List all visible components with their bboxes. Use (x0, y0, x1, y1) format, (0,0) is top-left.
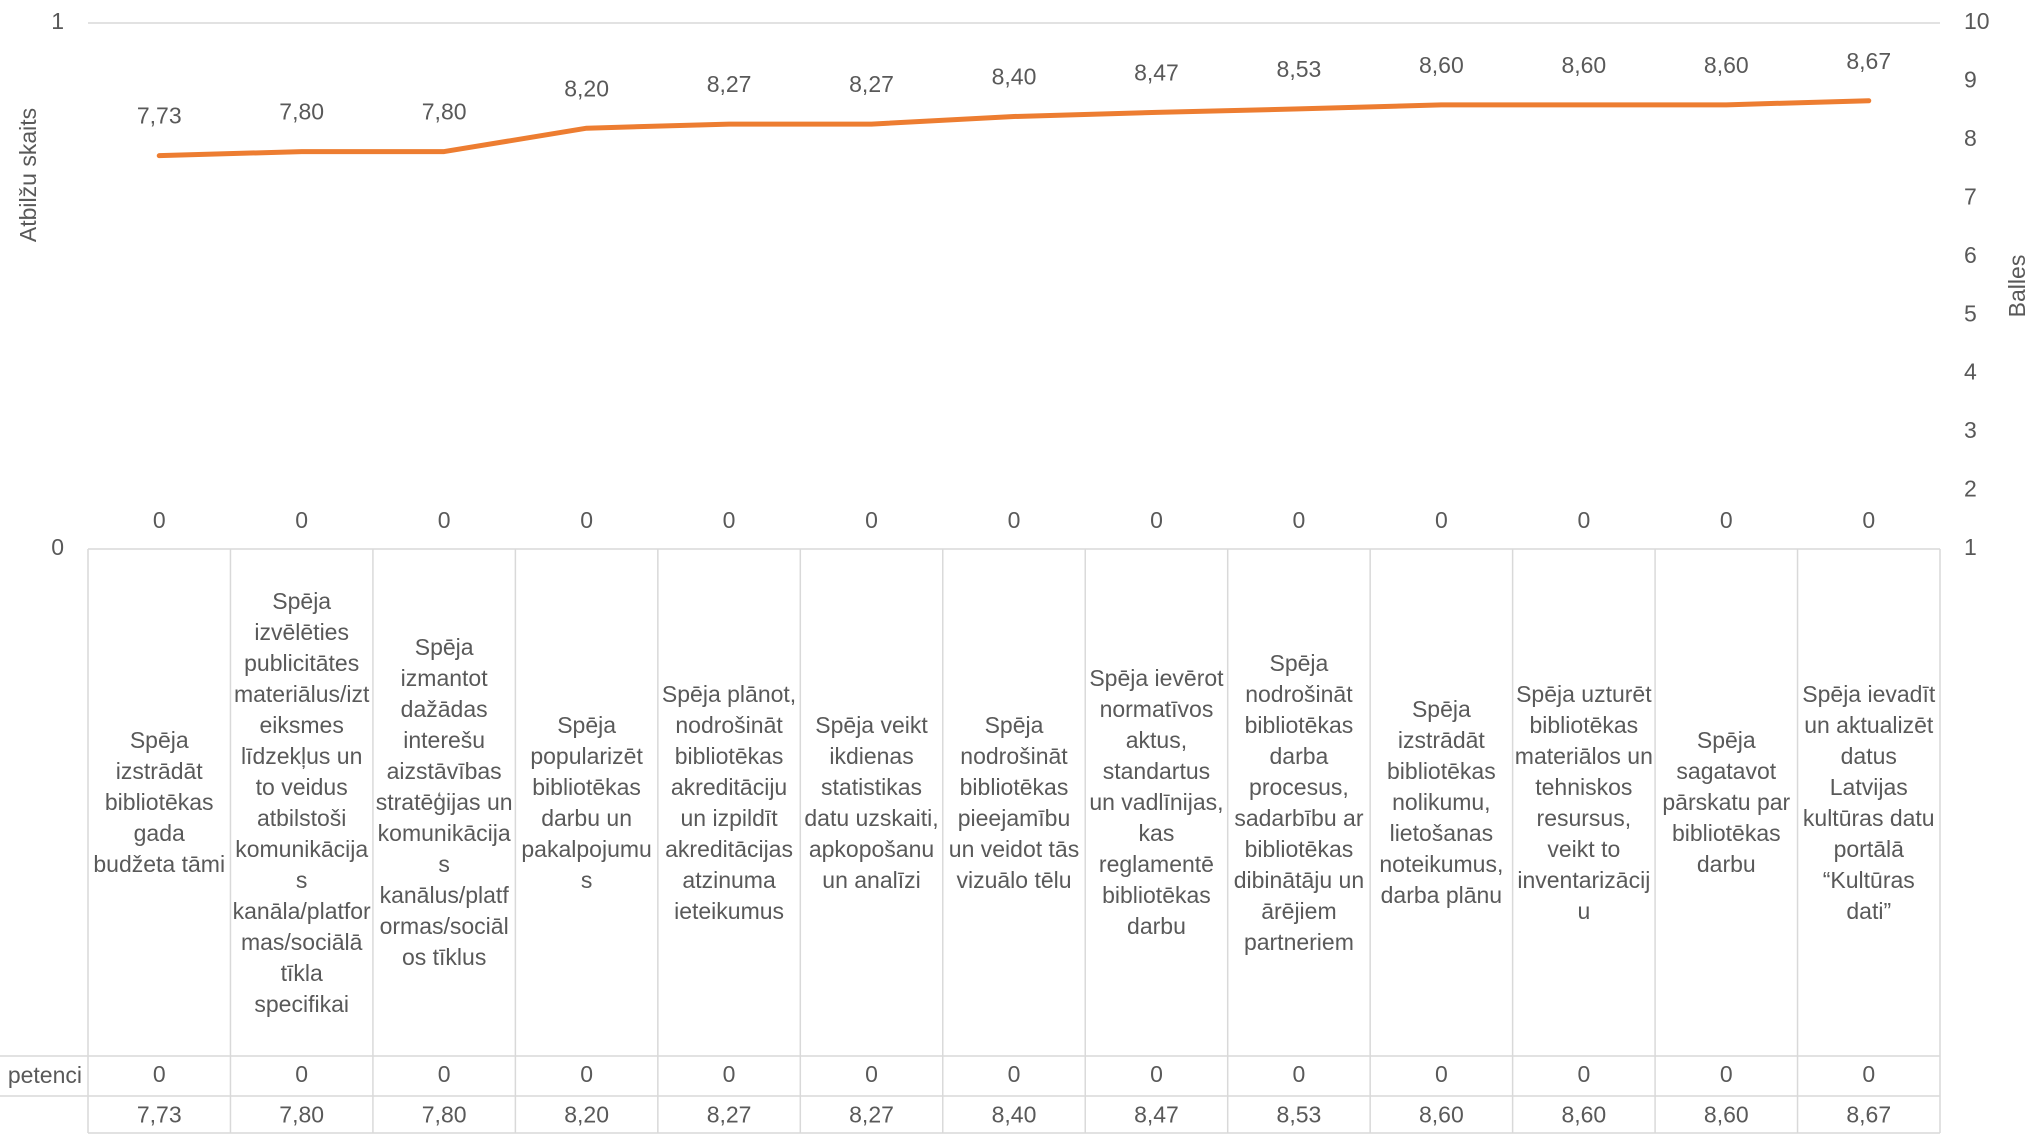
data-label: 7,80 (279, 99, 324, 125)
table-value: 8,40 (992, 1102, 1037, 1128)
data-label: 0 (1150, 507, 1163, 533)
y2-tick-label: 1 (1964, 534, 1977, 560)
y2-tick-label: 2 (1964, 476, 1977, 502)
data-label: 0 (438, 507, 451, 533)
data-label: 8,60 (1419, 52, 1464, 78)
table-value: 0 (1720, 1061, 1733, 1087)
category-label: Spēja nodrošināt bibliotēkas pieejamību … (948, 711, 1080, 893)
data-label: 0 (1862, 507, 1875, 533)
y2-tick-label: 3 (1964, 417, 1977, 443)
data-label: 0 (580, 507, 593, 533)
table-value: 0 (153, 1061, 166, 1087)
table-value: 8,53 (1277, 1102, 1322, 1128)
table-value: 7,80 (422, 1102, 467, 1128)
table-value: 0 (1008, 1061, 1021, 1087)
y-axis-title: Atbilžu skaits (15, 108, 41, 242)
table-value: 8,67 (1846, 1102, 1891, 1128)
line (156, 98, 1872, 159)
table-value: 0 (1150, 1061, 1163, 1087)
data-label: 8,60 (1561, 52, 1606, 78)
data-label: 0 (1720, 507, 1733, 533)
category-label: Spēja ievadīt un aktualizēt datus Latvij… (1802, 680, 1936, 924)
table-value: 8,47 (1134, 1102, 1179, 1128)
data-label: 0 (295, 507, 308, 533)
category-label: Spēja popularizēt bibliotēkas darbu un p… (521, 711, 652, 893)
table-value: 0 (1577, 1061, 1590, 1087)
category-label: Spēja plānot, nodrošināt bibliotēkas akr… (661, 680, 797, 924)
y2-tick-label: 5 (1964, 300, 1977, 326)
category-label: Spēja izstrādāt bibliotēkas nolikumu, li… (1379, 696, 1504, 908)
data-label: 0 (1008, 507, 1021, 533)
data-label: 8,40 (992, 64, 1037, 90)
data-label: 7,80 (422, 99, 467, 125)
table-value: 0 (580, 1061, 593, 1087)
table-value: 8,60 (1561, 1102, 1606, 1128)
data-label: 0 (865, 507, 878, 533)
table-value: 0 (1862, 1061, 1875, 1087)
table-value: 8,20 (564, 1102, 609, 1128)
data-label: 0 (723, 507, 736, 533)
y2-tick-label: 7 (1964, 183, 1977, 209)
data-label: 7,73 (137, 103, 182, 129)
y2-tick-label: 6 (1964, 242, 1977, 268)
category-label: Spēja uzturēt bibliotēkas materiālos un … (1514, 680, 1653, 924)
table-value: 0 (1293, 1061, 1306, 1087)
category-label: Spēja ievērot normatīvos aktus, standart… (1089, 665, 1224, 939)
table-value: 7,73 (137, 1102, 182, 1128)
category-label: Spēja veikt ikdienas statistikas datu uz… (804, 711, 939, 893)
y2-tick-label: 9 (1964, 67, 1977, 93)
data-label: 8,20 (564, 75, 609, 101)
y2-tick-label: 4 (1964, 359, 1977, 385)
data-label: 0 (1577, 507, 1590, 533)
category-label: Spēja sagatavot pārskatu par bibliotēkas… (1662, 727, 1791, 877)
data-label: 8,60 (1704, 52, 1749, 78)
y2-tick-label: 10 (1964, 8, 1990, 34)
table-value: 8,60 (1704, 1102, 1749, 1128)
data-label: 8,67 (1846, 48, 1891, 74)
category-label: Spēja nodrošināt bibliotēkas darba proce… (1233, 649, 1365, 955)
table-value: 8,27 (707, 1102, 752, 1128)
data-label: 8,47 (1134, 59, 1179, 85)
table-value: 8,27 (849, 1102, 894, 1128)
table-value: 0 (438, 1061, 451, 1087)
data-label: 8,53 (1277, 56, 1322, 82)
table-value: 0 (295, 1061, 308, 1087)
y-tick-label: 0 (51, 534, 64, 560)
data-label: 8,27 (707, 71, 752, 97)
category-label: Spēja izstrādāt bibliotēkas gada budžeta… (93, 727, 226, 877)
y2-axis-title: Balles (2004, 255, 2030, 318)
data-label: 8,27 (849, 71, 894, 97)
data-label: 0 (1293, 507, 1306, 533)
table-value: 0 (1435, 1061, 1448, 1087)
category-label: Spēja izvēlēties publicitātes materiālus… (232, 587, 371, 1017)
table-value: 7,80 (279, 1102, 324, 1128)
category-label: Spēja izmantot dažādas interešu aizstāvī… (375, 634, 513, 970)
y-tick-label: 1 (51, 8, 64, 34)
table-value: 8,60 (1419, 1102, 1464, 1128)
table-value: 0 (723, 1061, 736, 1087)
data-label: 0 (1435, 507, 1448, 533)
data-label: 0 (153, 507, 166, 533)
table-value: 0 (865, 1061, 878, 1087)
y2-tick-label: 8 (1964, 125, 1977, 151)
table-row-label: petenci (7, 1062, 82, 1088)
